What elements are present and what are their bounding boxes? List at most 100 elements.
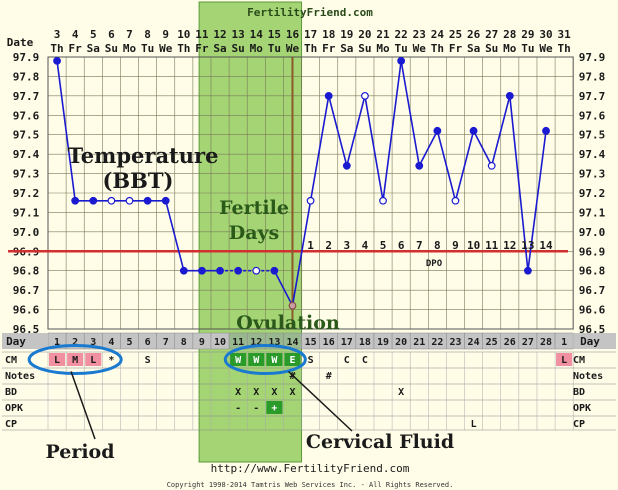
cycle-day: 13 — [268, 337, 280, 348]
dpo-number: 7 — [416, 239, 423, 252]
weekday-label: Th — [558, 42, 571, 55]
y-tick-left: 97.0 — [13, 226, 40, 239]
date-label: 22 — [395, 28, 408, 41]
cycle-day: 14 — [286, 337, 298, 348]
cycle-day: 24 — [468, 337, 480, 348]
date-label: 18 — [322, 28, 335, 41]
cycle-day: 8 — [181, 337, 187, 348]
cm-entry: W — [271, 355, 278, 366]
temperature-segment — [291, 200, 312, 306]
cycle-day: 20 — [395, 337, 407, 348]
cycle-day: 16 — [323, 337, 335, 348]
day-row-label-bg — [2, 333, 48, 349]
date-label: 28 — [503, 28, 516, 41]
y-tick-right: 97.2 — [579, 187, 606, 200]
opk-entry: + — [271, 403, 277, 414]
temperature-segment — [346, 95, 366, 167]
cycle-day: 25 — [486, 337, 498, 348]
y-tick-right: 96.6 — [579, 304, 606, 317]
cycle-day: 18 — [359, 337, 371, 348]
y-tick-left: 97.2 — [13, 187, 40, 200]
dpo-number: 5 — [380, 239, 387, 252]
temperature-point — [198, 266, 206, 275]
bd-entry: X — [271, 387, 277, 398]
date-label: 8 — [144, 28, 151, 41]
temperature-point — [107, 196, 116, 205]
temperature-point — [469, 126, 478, 135]
cycle-day: 7 — [163, 337, 169, 348]
date-label: 12 — [213, 28, 226, 41]
y-tick-left: 97.8 — [13, 70, 40, 83]
weekday-label: Sa — [467, 42, 480, 55]
dpo-number: 4 — [362, 239, 369, 252]
dpo-layer: 1 2 3 4 5 6 7 8 9 10 11 12 13 14 — [307, 239, 553, 252]
temperature-segment — [364, 95, 384, 201]
weekday-label: Mo — [123, 42, 137, 55]
date-label: 31 — [558, 28, 572, 41]
date-label: 5 — [90, 28, 97, 41]
cp-row-label-right: CP — [573, 419, 585, 430]
cycle-day: 27 — [522, 337, 534, 348]
temperature-segment — [164, 200, 185, 271]
cycle-day: 19 — [377, 337, 389, 348]
temperature-point — [361, 91, 369, 100]
dpo-number: 13 — [521, 239, 534, 252]
dpo-number: 6 — [398, 239, 405, 252]
cervical-fluid-label: Cervical Fluid — [306, 431, 454, 453]
temperature-point — [542, 126, 550, 135]
weekday-label: Fr — [322, 42, 336, 55]
opk-row-label-right: OPK — [573, 403, 591, 414]
weekday-label: We — [413, 42, 427, 55]
weekday-label: Th — [431, 42, 444, 55]
site-url[interactable]: http://www.FertilityFriend.com — [211, 462, 410, 475]
weekday-label: Tu — [141, 42, 154, 55]
bd-entry: X — [289, 387, 295, 398]
temperature-point — [342, 161, 351, 170]
temperature-label: Temperature — [68, 143, 219, 168]
bd-row-label-right: BD — [573, 387, 585, 398]
temperature-segment — [56, 60, 76, 201]
weekday-label: Th — [177, 42, 190, 55]
dpo-number: 14 — [539, 239, 553, 252]
cycle-day: 26 — [504, 337, 516, 348]
weekday-label: Th — [304, 42, 317, 55]
cm-cell-highlight — [85, 353, 102, 366]
date-label: 3 — [54, 28, 61, 41]
y-tick-left: 96.5 — [13, 323, 40, 336]
temperature-point — [451, 196, 460, 205]
dpo-number: 9 — [452, 239, 459, 252]
cm-cell-highlight — [556, 353, 573, 366]
reference-lines — [8, 57, 568, 329]
cm-entry: L — [90, 355, 96, 366]
y-tick-right: 97.3 — [579, 168, 606, 181]
y-tick-left: 97.4 — [13, 148, 40, 161]
weekday-label: We — [286, 42, 300, 55]
weekday-label: Tu — [521, 42, 534, 55]
cp-row-label: CP — [5, 419, 17, 430]
temperature-axes: 96.596.596.696.696.796.796.896.896.996.9… — [13, 51, 606, 336]
y-tick-right: 96.8 — [579, 265, 606, 278]
cycle-day: 11 — [232, 337, 244, 348]
dpo-number: 2 — [325, 239, 332, 252]
date-label: 15 — [268, 28, 281, 41]
date-label: 29 — [521, 28, 534, 41]
temperature-point — [234, 266, 243, 275]
dpo-number: 1 — [307, 239, 314, 252]
cycle-day: 1 — [54, 337, 60, 348]
cycle-day: 12 — [250, 337, 262, 348]
date-label: 10 — [177, 28, 190, 41]
cm-entry: * — [108, 355, 114, 366]
cycle-day: 9 — [199, 337, 205, 348]
y-tick-right: 97.1 — [579, 206, 606, 219]
date-label: 4 — [72, 28, 79, 41]
cp-entry: L — [471, 419, 477, 430]
y-tick-right: 97.5 — [579, 129, 606, 142]
bbt-label: (BBT) — [103, 168, 174, 193]
date-label: 7 — [126, 28, 133, 41]
fertile-label: Fertile — [219, 197, 289, 219]
weekday-label: Su — [485, 42, 498, 55]
cycle-day: 3 — [90, 337, 96, 348]
site-title: FertilityFriend.com — [247, 6, 373, 19]
temperature-segment — [382, 60, 402, 201]
